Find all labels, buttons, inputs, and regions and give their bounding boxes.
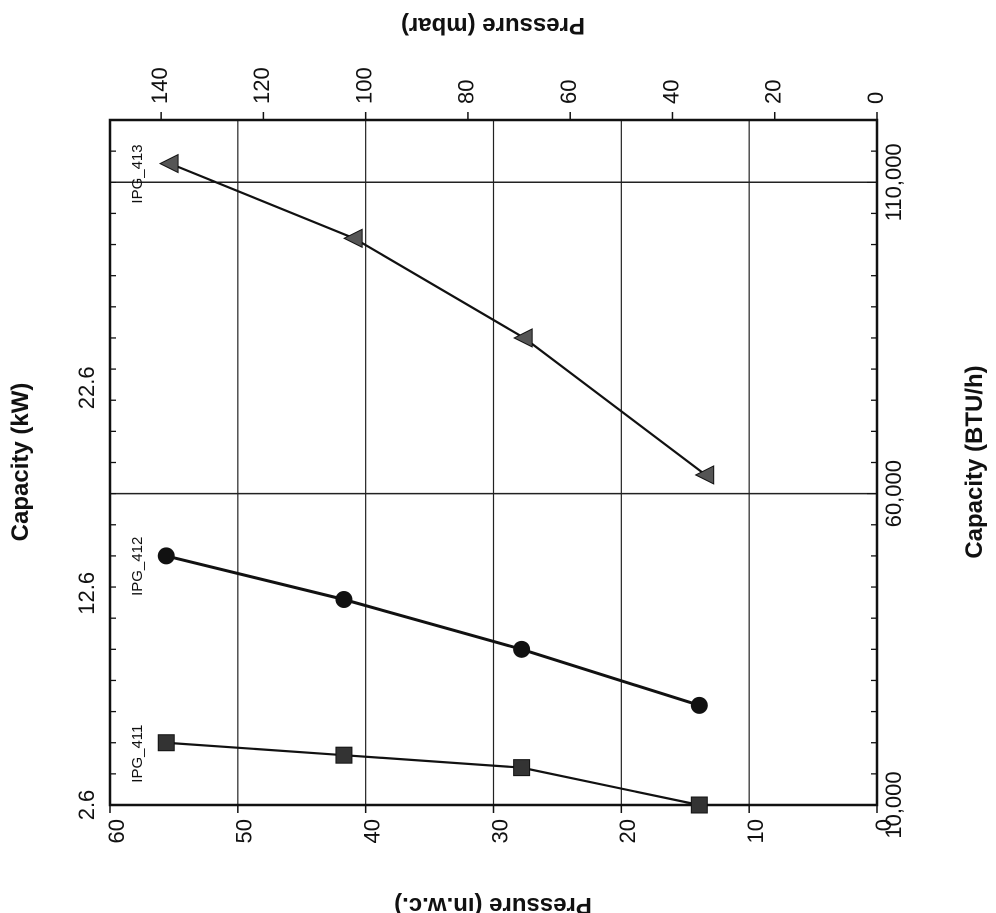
x2-axis-title: Capacity (kW) (7, 383, 34, 542)
tick-label-mbar: 120 (249, 67, 274, 104)
data-point-triangle (694, 465, 715, 485)
data-point-circle (335, 591, 353, 608)
series-line-IPG_413 (169, 162, 707, 476)
data-point-square (335, 746, 353, 764)
tick-labels: 0 10 20 30 40 50 60 10,000 60,000 110,000 2.6 12.6 2… (74, 67, 906, 843)
tick-label-capacity-kw: 22.6 (74, 366, 99, 409)
series-label-IPG_411: IPG_411 (129, 725, 146, 783)
tick-label-pressure: 50 (232, 819, 257, 843)
tick-label-capacity-btu: 110,000 (881, 143, 906, 221)
data-point-triangle (343, 228, 363, 249)
tick-label-mbar: 80 (454, 80, 479, 104)
data-point-square (513, 759, 531, 777)
tick-label-pressure: 10 (743, 819, 768, 843)
tick-label-mbar: 40 (658, 80, 683, 104)
data-point-square (157, 734, 175, 752)
axis-ticks (109, 112, 878, 813)
data-point-triangle (158, 153, 179, 174)
tick-label-mbar: 0 (863, 92, 888, 104)
tick-label-mbar: 140 (147, 67, 172, 104)
tick-label-pressure: 30 (487, 819, 512, 843)
series-label-IPG_413: IPG_413 (129, 144, 146, 203)
tick-label-mbar: 100 (351, 67, 376, 104)
tick-label-capacity-kw: 2.6 (74, 790, 99, 821)
grid-lines (110, 120, 877, 805)
tick-label-capacity-btu: 10,000 (881, 771, 906, 838)
series-line-IPG_412 (165, 554, 700, 707)
y2-axis-title: Pressure (mbar) (401, 12, 585, 39)
y-axis-title: Pressure (in.w.c.) (394, 892, 592, 913)
tick-label-mbar: 60 (556, 80, 581, 104)
x-axis-title: Capacity (BTU/h) (961, 365, 988, 558)
tick-label-capacity-kw: 12.6 (74, 572, 99, 615)
series-layer (157, 153, 715, 814)
data-point-circle (690, 696, 708, 714)
tick-label-pressure: 20 (615, 819, 640, 843)
data-point-triangle (513, 328, 533, 348)
data-point-square (690, 796, 708, 814)
tick-label-pressure: 0 (871, 819, 896, 831)
tick-label-capacity-btu: 60,000 (881, 460, 906, 527)
tick-label-pressure: 60 (104, 819, 129, 843)
tick-label-mbar: 20 (761, 80, 786, 104)
data-point-circle (157, 547, 175, 565)
series-line-IPG_411 (166, 741, 700, 807)
series-label-IPG_412: IPG_412 (129, 537, 146, 596)
tick-label-pressure: 40 (359, 819, 384, 843)
data-point-circle (513, 640, 531, 658)
